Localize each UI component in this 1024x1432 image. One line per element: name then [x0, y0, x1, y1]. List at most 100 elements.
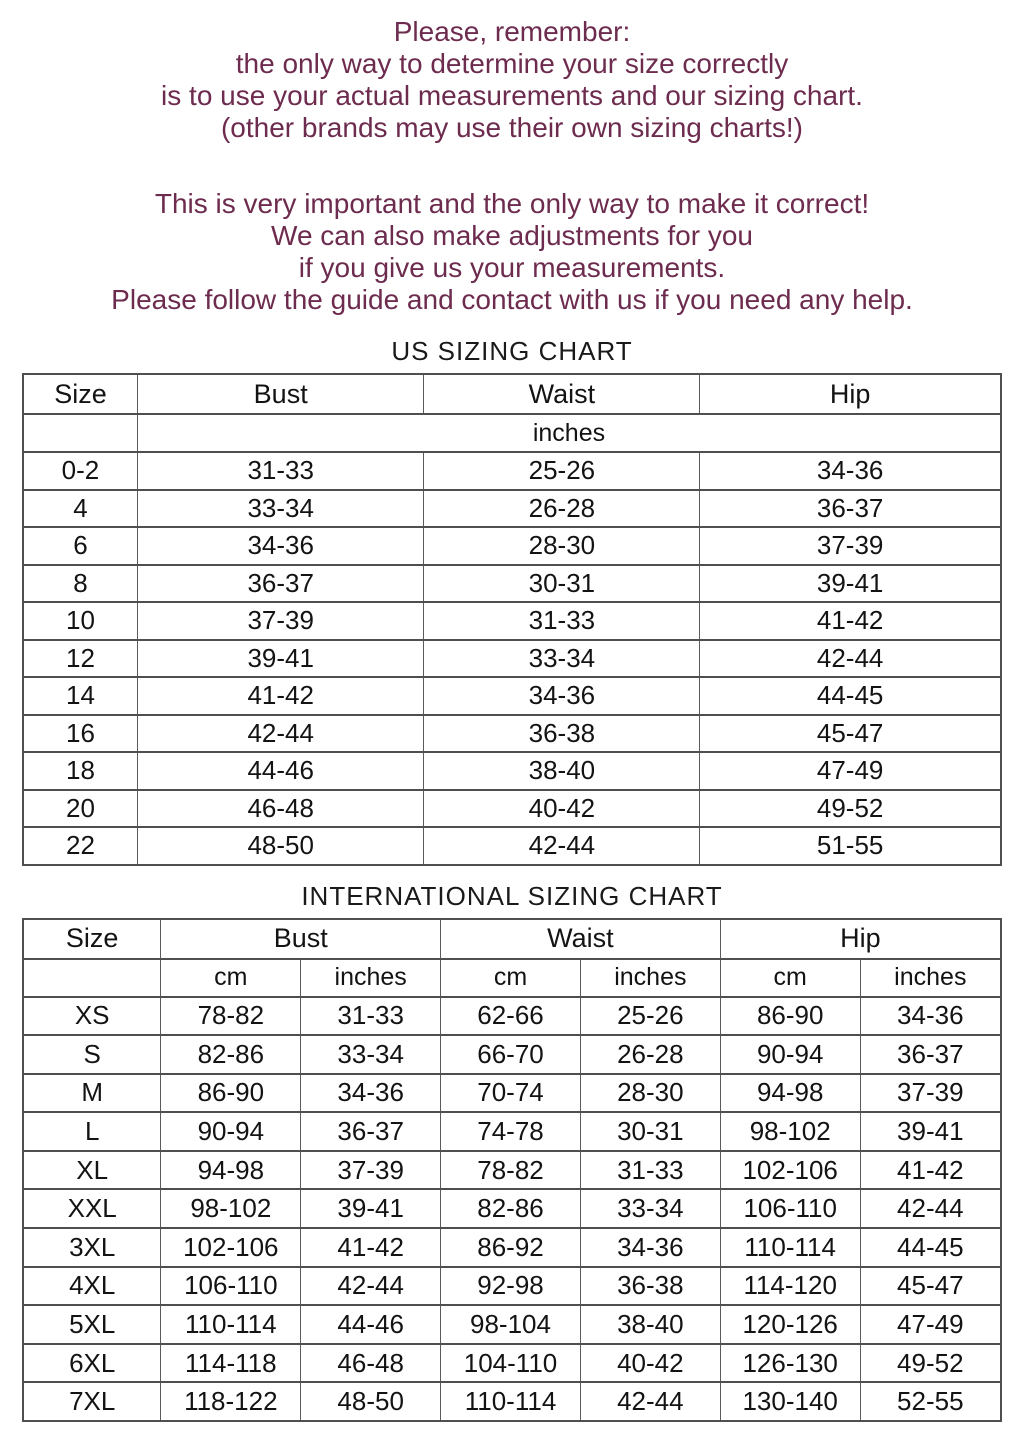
table-cell-size: 16: [22, 713, 138, 753]
table-cell-waist_cm: 98-104: [440, 1304, 581, 1345]
table-cell-bust: 41-42: [136, 676, 425, 716]
table-cell-waist_in: 38-40: [579, 1304, 721, 1345]
table-cell-waist_in: 30-31: [579, 1111, 721, 1152]
table-cell-hip_cm: 102-106: [719, 1149, 861, 1191]
table-row: L 90-94 36-37 74-78 30-31 98-102 39-41: [22, 1111, 1002, 1152]
table-cell-waist_in: 34-36: [579, 1227, 721, 1268]
table-cell-waist_cm: 86-92: [440, 1227, 581, 1268]
table-cell-size: 22: [22, 826, 138, 866]
table-row: 16 42-44 36-38 45-47: [22, 713, 1002, 753]
international-table-header: Size Bust Waist Hip cm inches cm inches …: [22, 917, 1002, 998]
table-cell-size: XL: [22, 1149, 162, 1191]
table-cell-hip_cm: 130-140: [719, 1381, 861, 1423]
table-cell-size: 7XL: [22, 1381, 162, 1423]
us-table-body: 0-2 31-33 25-26 34-36 4 33-34 26-28 36-37 6 34-36…: [22, 451, 1002, 866]
table-cell-hip_in: 52-55: [859, 1381, 1002, 1423]
table-cell-hip_in: 41-42: [859, 1149, 1002, 1191]
table-cell-size: XXL: [22, 1188, 162, 1230]
table-cell-waist_in: 31-33: [579, 1149, 721, 1191]
table-cell-bust_in: 36-37: [300, 1111, 442, 1152]
table-cell-hip_in: 42-44: [859, 1188, 1002, 1230]
table-cell-waist_in: 25-26: [579, 995, 721, 1037]
table-cell-size: 10: [22, 601, 138, 641]
table-cell-size: 5XL: [22, 1304, 162, 1345]
table-cell-bust_cm: 86-90: [160, 1072, 302, 1114]
unit-label-inches: inches: [579, 957, 721, 998]
table-cell-waist_cm: 78-82: [440, 1149, 581, 1191]
table-cell-size: 14: [22, 676, 138, 716]
column-header-hip: Hip: [719, 917, 1002, 960]
table-cell-bust: 34-36: [136, 526, 425, 566]
table-row: 3XL 102-106 41-42 86-92 34-36 110-114 44-45: [22, 1227, 1002, 1268]
column-header-bust: Bust: [136, 373, 425, 415]
table-cell-hip_in: 45-47: [859, 1265, 1002, 1307]
intro-line: Please follow the guide and contact with…: [111, 284, 913, 315]
international-unit-row: cm inches cm inches cm inches: [22, 957, 1002, 998]
unit-label-cm: cm: [160, 957, 302, 998]
table-cell-hip: 39-41: [699, 563, 1002, 603]
table-cell-bust: 44-46: [136, 751, 425, 791]
table-cell-hip_in: 44-45: [859, 1227, 1002, 1268]
unit-label-inches: inches: [136, 413, 1002, 453]
us-header-row: Size Bust Waist Hip: [22, 373, 1002, 415]
table-cell-hip: 37-39: [699, 526, 1002, 566]
table-cell-bust_in: 37-39: [300, 1149, 442, 1191]
table-cell-size: 12: [22, 638, 138, 678]
international-header-row: Size Bust Waist Hip: [22, 917, 1002, 960]
table-cell-bust: 31-33: [136, 451, 425, 491]
table-cell-bust: 46-48: [136, 788, 425, 828]
table-cell-size: 6XL: [22, 1342, 162, 1384]
table-cell-bust_in: 34-36: [300, 1072, 442, 1114]
table-cell-bust_in: 31-33: [300, 995, 442, 1037]
table-cell-waist_in: 40-42: [579, 1342, 721, 1384]
intro-paragraph-2: This is very important and the only way …: [0, 188, 1024, 316]
table-cell-waist: 28-30: [423, 526, 701, 566]
intro-line: This is very important and the only way …: [154, 188, 870, 219]
table-row: M 86-90 34-36 70-74 28-30 94-98 37-39: [22, 1072, 1002, 1114]
unit-label-cm: cm: [719, 957, 861, 998]
table-cell-bust_in: 33-34: [300, 1034, 442, 1075]
table-cell-size: 4XL: [22, 1265, 162, 1307]
table-cell-size: XS: [22, 995, 162, 1037]
column-header-bust: Bust: [160, 917, 442, 960]
empty-cell: [22, 413, 138, 453]
us-unit-row: inches: [22, 413, 1002, 453]
intro-line: is to use your actual measurements and o…: [161, 80, 863, 111]
table-cell-waist_cm: 62-66: [440, 995, 581, 1037]
table-row: 12 39-41 33-34 42-44: [22, 638, 1002, 678]
table-cell-bust: 33-34: [136, 488, 425, 528]
table-cell-hip_in: 34-36: [859, 995, 1002, 1037]
table-cell-bust_in: 42-44: [300, 1265, 442, 1307]
table-cell-waist_cm: 92-98: [440, 1265, 581, 1307]
table-cell-waist_in: 26-28: [579, 1034, 721, 1075]
table-cell-size: M: [22, 1072, 162, 1114]
us-sizing-table: Size Bust Waist Hip inches 0-2 31-33 25-26…: [22, 373, 1002, 866]
table-cell-waist: 38-40: [423, 751, 701, 791]
table-cell-hip_cm: 98-102: [719, 1111, 861, 1152]
table-cell-hip: 51-55: [699, 826, 1002, 866]
empty-cell: [22, 957, 162, 998]
table-cell-size: 18: [22, 751, 138, 791]
table-cell-bust_cm: 114-118: [160, 1342, 302, 1384]
table-row: XS 78-82 31-33 62-66 25-26 86-90 34-36: [22, 995, 1002, 1037]
table-row: 20 46-48 40-42 49-52: [22, 788, 1002, 828]
table-row: 10 37-39 31-33 41-42: [22, 601, 1002, 641]
column-header-size: Size: [22, 917, 162, 960]
table-cell-hip: 42-44: [699, 638, 1002, 678]
table-cell-hip_in: 49-52: [859, 1342, 1002, 1384]
table-cell-waist_cm: 82-86: [440, 1188, 581, 1230]
table-row: 5XL 110-114 44-46 98-104 38-40 120-126 47-49: [22, 1304, 1002, 1345]
table-cell-size: 6: [22, 526, 138, 566]
table-cell-bust_cm: 78-82: [160, 995, 302, 1037]
table-cell-waist_cm: 104-110: [440, 1342, 581, 1384]
table-row: 14 41-42 34-36 44-45: [22, 676, 1002, 716]
table-row: 6 34-36 28-30 37-39: [22, 526, 1002, 566]
table-cell-waist: 31-33: [423, 601, 701, 641]
table-cell-hip: 45-47: [699, 713, 1002, 753]
table-cell-waist_cm: 110-114: [440, 1381, 581, 1423]
table-cell-bust_cm: 102-106: [160, 1227, 302, 1268]
table-cell-waist_in: 42-44: [579, 1381, 721, 1423]
table-cell-hip_in: 36-37: [859, 1034, 1002, 1075]
table-cell-bust: 36-37: [136, 563, 425, 603]
table-row: XL 94-98 37-39 78-82 31-33 102-106 41-42: [22, 1149, 1002, 1191]
